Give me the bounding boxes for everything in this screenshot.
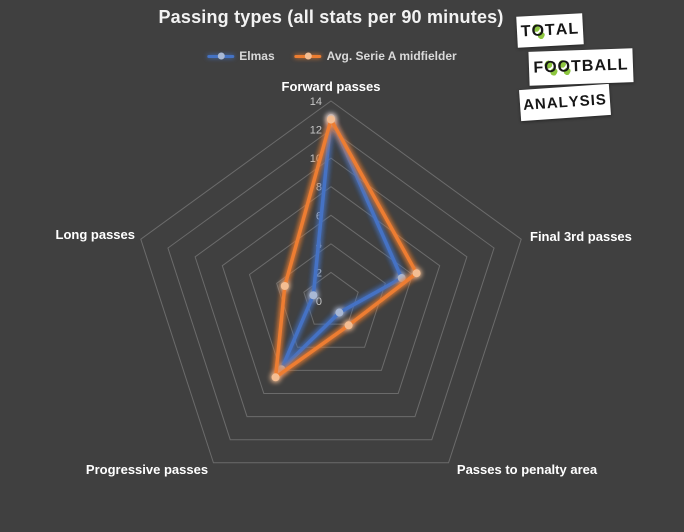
- page-title: Passing types (all stats per 90 minutes): [158, 7, 504, 27]
- series-line: [279, 116, 404, 371]
- legend-item-avg-serie-a-midfielder: Avg. Serie A midfielder: [294, 49, 457, 63]
- elmas-marker-dot-icon: [217, 52, 225, 60]
- tick-label: 8: [316, 182, 322, 194]
- grid-ring: [194, 157, 468, 418]
- tick-label: 6: [316, 210, 322, 222]
- tick-label: 0: [316, 296, 322, 308]
- series-elmas: [277, 114, 406, 374]
- tick-label: 14: [310, 96, 322, 108]
- grid-ring: [221, 186, 441, 394]
- data-point-marker: [327, 115, 335, 124]
- avg-series-swatch-icon: [294, 52, 322, 60]
- legend-label: Avg. Serie A midfielder: [326, 49, 457, 63]
- grid-ring: [140, 100, 522, 464]
- axis-label-final-3rd-passes: Final 3rd passes: [530, 229, 632, 244]
- data-point-marker: [280, 281, 289, 290]
- elmas-series-swatch-icon: [207, 52, 235, 60]
- data-point-marker: [412, 269, 421, 278]
- axis-label-forward-passes: Forward passes: [281, 79, 381, 94]
- axis-label-long-passes: Long passes: [55, 227, 135, 242]
- grid-ring: [248, 214, 414, 371]
- data-point-marker: [335, 308, 344, 317]
- axis-label-progressive-passes: Progressive passes: [85, 462, 209, 477]
- grid-ring: [167, 128, 495, 441]
- tick-label: 2: [316, 267, 322, 279]
- legend-label: Elmas: [239, 49, 275, 63]
- series-line: [273, 117, 419, 380]
- avg-marker-dot-icon: [304, 52, 312, 60]
- grid-ring: [303, 271, 359, 325]
- data-point-marker: [309, 291, 318, 300]
- series-avg-serie-a-midfielder: [271, 115, 421, 382]
- data-point-marker: [344, 321, 353, 330]
- tick-label: 12: [310, 125, 322, 137]
- data-point-marker: [271, 373, 280, 382]
- chart-legend: Elmas Avg. Serie A midfielder: [207, 49, 457, 63]
- axis-label-passes-to-penalty-area: Passes to penalty area: [456, 462, 598, 477]
- legend-item-elmas: Elmas: [207, 49, 275, 63]
- data-point-marker: [397, 274, 406, 283]
